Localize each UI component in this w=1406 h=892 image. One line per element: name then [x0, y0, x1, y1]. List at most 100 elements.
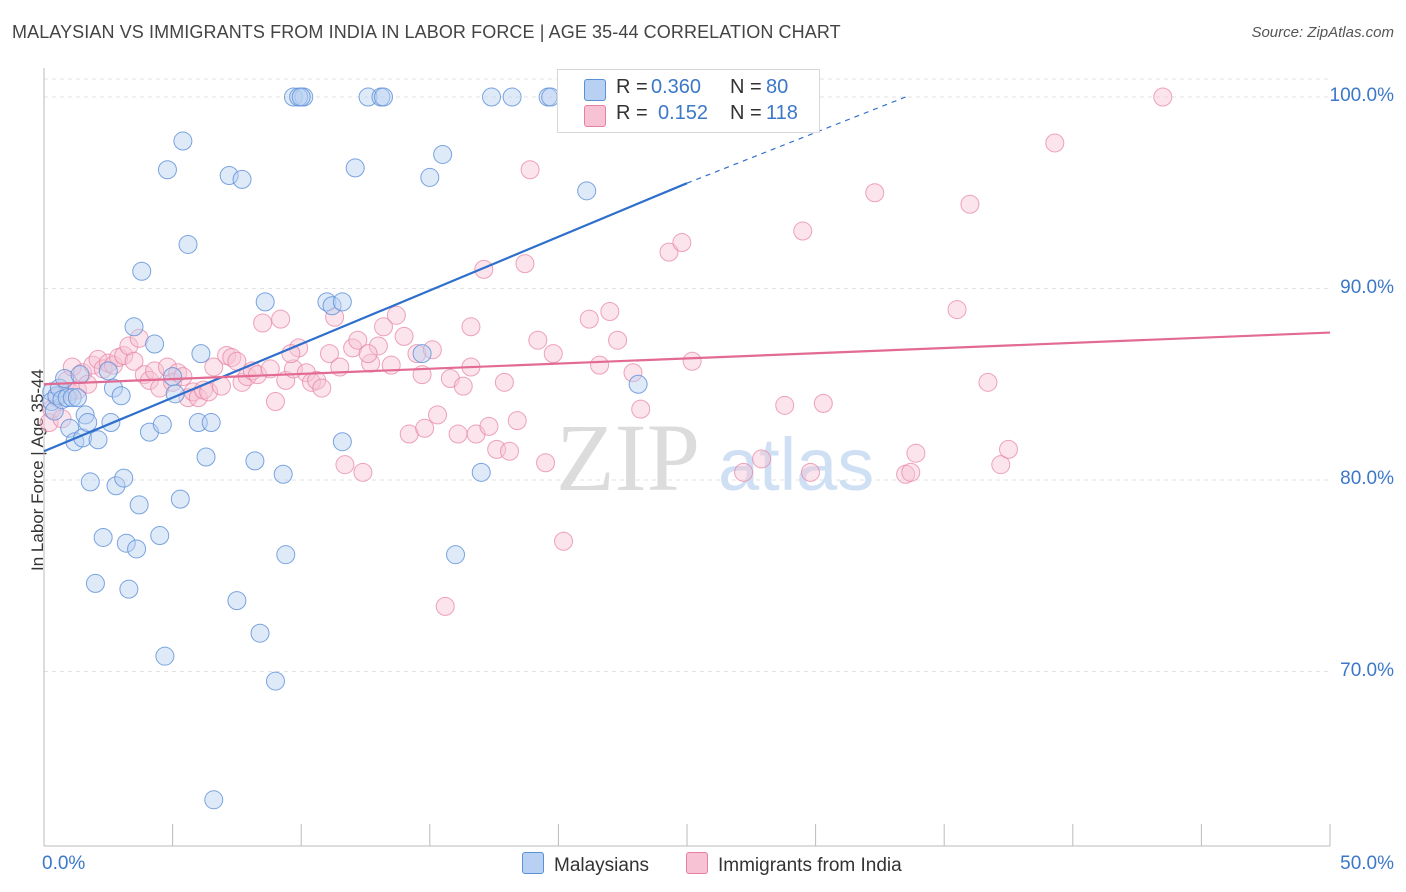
malaysian-point	[70, 365, 90, 385]
malaysian-point	[273, 464, 293, 484]
india-point	[271, 309, 291, 329]
india-point	[515, 254, 535, 274]
x-tick-left: 0.0%	[42, 853, 86, 874]
legend-swatch-pink	[584, 105, 606, 127]
malaysian-point	[116, 533, 136, 553]
india-point	[623, 363, 643, 383]
malaysian-point	[132, 261, 152, 281]
india-point	[579, 309, 599, 329]
india-point	[157, 357, 177, 377]
india-point	[775, 395, 795, 415]
india-point	[52, 409, 72, 429]
india-point	[319, 344, 339, 364]
india-point	[1153, 87, 1173, 107]
malaysian-point	[345, 158, 365, 178]
india-point	[865, 183, 885, 203]
legend-r-value: 0.360	[651, 76, 702, 98]
india-point	[800, 462, 820, 482]
india-point	[752, 449, 772, 469]
malaysian-point	[44, 401, 64, 421]
india-point	[265, 391, 285, 411]
y-tick-label: 100.0%	[1329, 85, 1394, 106]
malaysian-point	[482, 87, 502, 107]
malaysian-point	[106, 476, 126, 496]
india-point	[453, 376, 473, 396]
malaysian-point	[283, 87, 303, 107]
malaysian-point	[78, 413, 98, 433]
malaysian-point	[114, 468, 134, 488]
legend-n-value: 80	[766, 76, 789, 98]
legend-r-label: R =	[616, 102, 648, 124]
india-point	[1045, 133, 1065, 153]
malaysian-point	[291, 87, 311, 107]
x-tick-right: 50.0%	[1340, 853, 1394, 874]
malaysian-point	[332, 292, 352, 312]
zipatlas-watermark: ZIP atlas	[556, 404, 874, 511]
malaysian-point	[412, 344, 432, 364]
india-point	[335, 455, 355, 475]
india-point	[253, 313, 273, 333]
india-point	[448, 424, 468, 444]
bottom-legend-immigrants: Immigrants from India	[686, 852, 902, 877]
malaysian-point	[150, 526, 170, 546]
malaysian-point	[577, 181, 597, 201]
malaysian-point	[67, 388, 87, 408]
malaysian-point	[227, 591, 247, 611]
india-point	[222, 347, 242, 367]
malaysian-point	[85, 573, 105, 593]
malaysian-point	[98, 361, 118, 381]
y-tick-label: 90.0%	[1340, 276, 1394, 298]
india-trend-line	[43, 331, 1331, 386]
india-point	[590, 355, 610, 375]
malaysian-point	[245, 451, 265, 471]
india-point	[428, 405, 448, 425]
india-point	[204, 357, 224, 377]
legend-r-value: 0.152	[658, 102, 709, 124]
india-point	[119, 336, 139, 356]
india-point	[978, 372, 998, 392]
malaysian-point	[124, 317, 144, 337]
chart-title: MALAYSIAN VS IMMIGRANTS FROM INDIA IN LA…	[12, 22, 841, 42]
india-point	[114, 346, 134, 366]
correlation-legend: R = 0.360 N = 80 R = 0.152 N = 118	[557, 69, 820, 133]
india-point	[520, 160, 540, 180]
india-point	[461, 317, 481, 337]
malaysian-point	[471, 462, 491, 482]
malaysian-point	[232, 169, 252, 189]
india-point	[500, 441, 520, 461]
y-tick-label: 80.0%	[1340, 468, 1394, 489]
india-point	[999, 439, 1018, 459]
india-point	[62, 357, 82, 377]
source-label: Source: ZipAtlas.com	[1251, 24, 1394, 41]
india-point	[793, 221, 813, 241]
legend-n-label: N =	[730, 102, 762, 124]
malaysian-point	[265, 671, 285, 691]
malaysian-point	[155, 646, 175, 666]
india-point	[528, 330, 548, 350]
india-point	[358, 344, 378, 364]
malaysian-point	[173, 131, 193, 151]
watermark-zip: ZIP	[556, 404, 700, 511]
bottom-legend-label: Immigrants from India	[718, 855, 902, 876]
india-point	[906, 443, 926, 463]
india-point	[368, 336, 388, 356]
malaysian-point	[157, 160, 177, 180]
bottom-legend-swatch-blue	[522, 852, 544, 874]
india-point	[734, 462, 754, 482]
watermark-atlas: atlas	[718, 423, 874, 506]
india-point	[682, 351, 702, 371]
india-point	[325, 307, 345, 327]
legend-swatch-blue	[584, 79, 606, 101]
india-point	[960, 194, 980, 214]
india-point	[348, 330, 368, 350]
india-point	[672, 233, 692, 253]
y-tick-label: 70.0%	[1340, 659, 1394, 681]
malaysian-point	[446, 545, 466, 565]
malaysian-point	[129, 495, 149, 515]
malaysian-point	[204, 790, 224, 810]
india-point	[407, 344, 427, 364]
india-point	[173, 367, 193, 387]
malaysian-point	[628, 374, 648, 394]
malaysian-point	[62, 388, 82, 408]
malaysians-trend-line	[43, 182, 688, 453]
